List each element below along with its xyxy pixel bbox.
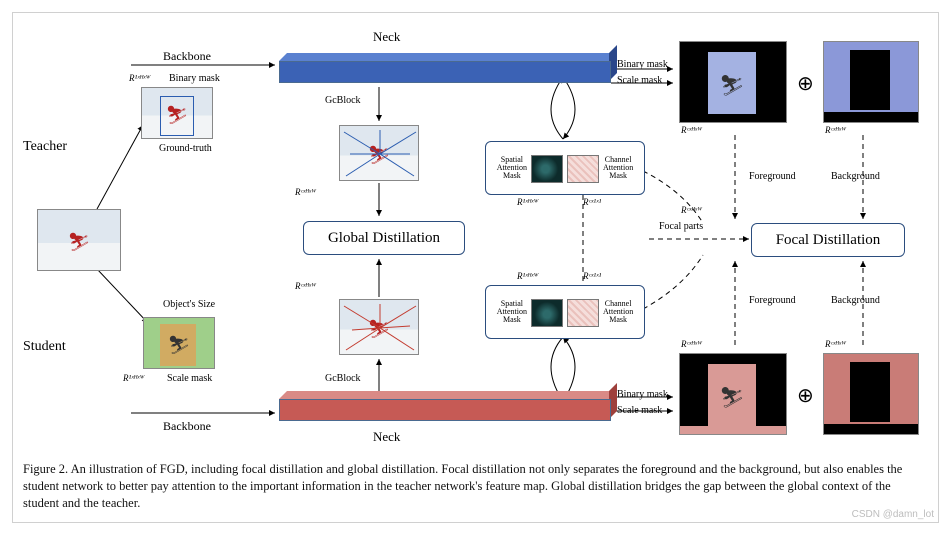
global-distillation-box: Global Distillation [303,221,465,255]
oplus-top-icon: ⊕ [797,71,814,96]
dim-c11-attn-bottom: Rᶜˣ¹ˣ¹ [583,271,601,281]
dim-chw-top-fg: Rᶜˣᴴˣᵂ [681,125,702,135]
channel-attn-cell: Channel Attention Mask [603,156,633,180]
binary-mask-label-top: Binary mask [169,73,220,84]
student-background-tile [823,353,919,435]
background-bottom-label: Background [831,295,880,306]
spatial-attn-cell: Spatial Attention Mask [497,300,527,324]
skier-icon: ⛷ [719,385,744,410]
student-label: Student [23,339,66,355]
teacher-foreground-tile: ⛷ [679,41,787,123]
skier-icon: ⛷ [719,73,744,98]
teacher-attention-box: Spatial Attention Mask Channel Attention… [485,141,645,195]
gcblock-top-label: GcBlock [325,95,361,106]
channel-attn-tile [567,299,599,327]
student-gc-thumb: ⛷ [339,299,419,355]
background-top-label: Background [831,171,880,182]
scale-mask-right-top: Scale mask [617,75,662,86]
figure-caption: Figure 2. An illustration of FGD, includ… [23,461,928,512]
diagram-canvas: ⛷ Teacher Student Backbone Backbone Neck… [23,21,923,451]
student-neck-block [279,399,609,419]
neck-top-label: Neck [373,29,400,45]
spatial-attn-label: Spatial Attention Mask [497,300,527,324]
dim-1hw-top: R¹ˣᴴˣᵂ [129,73,151,83]
channel-attn-label: Channel Attention Mask [603,156,633,180]
scale-mask-right-bottom: Scale mask [617,405,662,416]
dim-1hw-attn-top: R¹ˣᴴˣᵂ [517,197,539,207]
dim-chw-top-bg: Rᶜˣᴴˣᵂ [825,125,846,135]
input-image: ⛷ [37,209,121,271]
binary-mask-right-top: Binary mask [617,59,668,70]
channel-attn-tile [567,155,599,183]
backbone-top-label: Backbone [163,49,211,64]
gcblock-bottom-label: GcBlock [325,373,361,384]
dim-c11-attn-top: Rᶜˣ¹ˣ¹ [583,197,601,207]
teacher-ground-truth-thumb: ⛷ [141,87,213,139]
scale-mask-label-bottom-left: Scale mask [167,373,212,384]
student-objectsize-thumb: ⛷ [143,317,215,369]
dim-chw-bottom-bg: Rᶜˣᴴˣᵂ [825,339,846,349]
backbone-bottom-label: Backbone [163,419,211,434]
teacher-label: Teacher [23,139,67,155]
teacher-neck-block [279,61,609,81]
skier-icon: ⛷ [166,105,189,126]
spatial-attn-label: Spatial Attention Mask [497,156,527,180]
spatial-attn-tile [531,299,563,327]
foreground-bottom-label: Foreground [749,295,796,306]
channel-attn-label: Channel Attention Mask [603,300,633,324]
dim-chw-bottom-fg: Rᶜˣᴴˣᵂ [681,339,702,349]
spatial-attn-cell: Spatial Attention Mask [497,156,527,180]
binary-mask-right-bottom: Binary mask [617,389,668,400]
student-foreground-tile: ⛷ [679,353,787,435]
focal-parts-label: Focal parts [659,221,703,232]
neck-bottom-label: Neck [373,429,400,445]
dim-chw-mid-right: Rᶜˣᴴˣᵂ [681,205,702,215]
objects-size-label: Object's Size [163,299,215,310]
dim-chw-gc-top: Rᶜˣᴴˣᵂ [295,187,316,197]
watermark-text: CSDN @damn_lot [852,509,934,520]
student-attention-box: Spatial Attention Mask Channel Attention… [485,285,645,339]
dim-1hw-bottom: R¹ˣᴴˣᵂ [123,373,145,383]
oplus-bottom-icon: ⊕ [797,383,814,408]
dim-1hw-attn-bottom: R¹ˣᴴˣᵂ [517,271,539,281]
dim-chw-gc-bottom: Rᶜˣᴴˣᵂ [295,281,316,291]
teacher-background-tile [823,41,919,123]
figure-frame: ⛷ Teacher Student Backbone Backbone Neck… [12,12,939,523]
ground-truth-label: Ground-truth [159,143,212,154]
teacher-gc-thumb: ⛷ [339,125,419,181]
focal-distillation-box: Focal Distillation [751,223,905,257]
foreground-top-label: Foreground [749,171,796,182]
skier-icon: ⛷ [168,335,191,356]
skier-icon: ⛷ [68,232,91,253]
spatial-attn-tile [531,155,563,183]
channel-attn-cell: Channel Attention Mask [603,300,633,324]
